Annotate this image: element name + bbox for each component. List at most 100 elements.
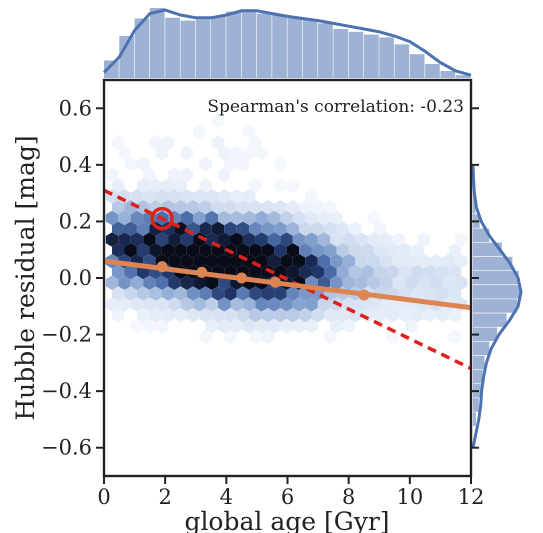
hexbin-cell [267,297,281,312]
right-hist-bar [473,228,490,242]
hexbin-cell [242,232,256,247]
hexbin-cell [105,297,119,312]
hexbin-cell [224,221,237,236]
hexbin-cell [130,318,144,334]
hexbin-cell [193,297,206,312]
hexbin-cell [130,210,144,226]
right-hist-bar [473,299,518,313]
hexbin-cell [274,178,287,193]
hexbin-cell [448,308,462,323]
top-hist-bar [348,31,364,78]
hexbin-cell [249,221,262,236]
hexbin-cell [274,308,287,323]
top-hist-bar [333,29,349,78]
hexbin-cell [143,189,156,204]
hexbin-cell [211,221,225,236]
top-hist-bar [119,36,134,78]
right-hist-bar [473,242,502,257]
hexbin-cell [274,286,287,301]
hexbin-cell [218,297,231,312]
hexbin-cell [230,189,243,204]
hexbin-cell [249,178,262,193]
hexbin-cell [311,221,324,236]
hexbin-cell [186,243,200,258]
hexbin-cell [155,275,169,290]
hexbin-cell [330,210,343,226]
hexbin-cell [112,178,125,193]
x-tick-label: 4 [220,485,233,509]
hexbin-cell [361,243,374,258]
hexbin-cell [168,254,181,269]
hexbin-cell [255,318,268,334]
binned-mean-point [156,261,168,273]
right-hist-bar [473,398,479,412]
hexbin-cell [186,200,200,215]
hexbin-cell [348,243,362,258]
hexbin-cell [149,286,162,301]
hexbin-cell [143,318,156,334]
hexbin-cell [180,210,194,226]
hexbin-cell [336,243,349,258]
hexbin-cell [199,200,212,215]
hexbin-cell [155,146,169,161]
hexbin-cell [130,275,144,290]
hexbin-cell [286,286,300,301]
hexbin-cell [218,254,231,269]
hexbin-cell [199,178,212,193]
hexbin-cell [180,254,194,269]
hexbin-cell [330,254,343,269]
hexbin-cell [398,243,412,258]
hexbin-cell [317,210,331,226]
hexbin-cell [386,264,399,280]
hexbin-cell [261,243,275,258]
hexbin-cell [211,286,225,301]
top-kde-curve [102,8,472,77]
right-kde-curve [471,164,523,449]
hexbin-cell [311,308,324,323]
hexbin-cell [224,200,237,215]
hexbin-cell [136,243,150,258]
hexbin-cell [118,210,131,226]
hexbin-cell [330,275,343,290]
hexbin-cell [174,243,187,258]
hexbin-cell [386,329,399,344]
hexbin-cell [211,200,225,215]
spearman-annotation: Spearman's correlation: -0.23 [207,97,464,117]
top-hist-bar [165,17,180,78]
hexbin-cell [130,297,144,312]
hexbin-cell [280,297,293,312]
y-tick-label: 0.4 [59,153,92,177]
hexbin-cell [311,264,324,280]
hexbin-cell [342,275,356,290]
right-hist-bar [473,327,497,341]
y-tick-label: 0.2 [59,209,92,233]
hexbin-cell [136,156,150,172]
x-tick-label: 10 [396,485,423,509]
hexbin-cell [236,221,250,236]
hexbin-cell [330,318,343,334]
hexbin-cell [286,221,300,236]
hexbin-cell [348,221,362,236]
hexbin-cell [430,254,443,269]
top-hist-bar [379,37,394,78]
hexbin-cell [280,318,293,334]
hexbin-cell [411,286,424,301]
hexbin-cell [218,146,231,161]
y-tick-label: −0.2 [41,323,92,347]
hexbin-cell [286,308,300,323]
hexbin-cell [149,135,162,150]
hexbin-cell [454,275,468,290]
hexbin-cell [436,264,449,280]
hexbin-cell [124,243,137,258]
hexbin-cell [143,275,156,290]
hexbin-cell [136,286,150,301]
hexbin-cell [373,264,387,280]
hexbin-cell [224,156,237,172]
hexbin-cell [373,243,387,258]
hexbin-cell [342,232,356,247]
hexbin-cell [274,221,287,236]
hexbin-cell [205,210,218,226]
top-hist-bar [272,15,287,78]
hexbin-cell [236,308,250,323]
hexbin-cell [274,243,287,258]
